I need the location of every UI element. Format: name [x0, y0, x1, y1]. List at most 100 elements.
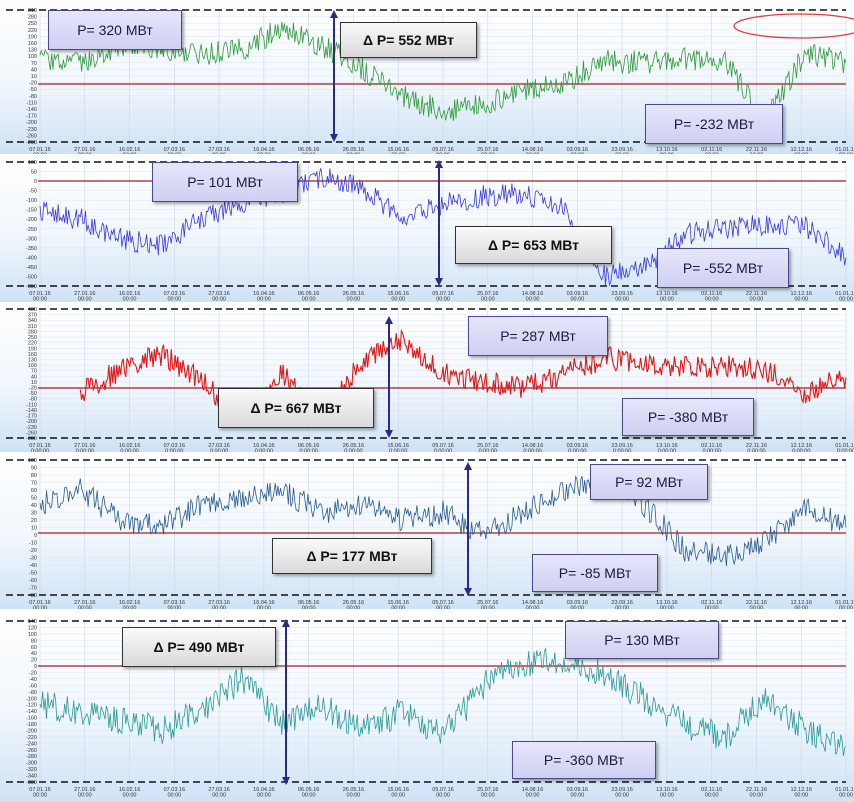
y-tick-label: -140 [26, 107, 37, 113]
y-tick-label: -20 [29, 671, 37, 677]
y-tick-label: -140 [26, 408, 37, 414]
delta-arrow-head-up [435, 160, 443, 168]
y-tick-label: 400 [28, 307, 37, 313]
y-tick-label: -60 [29, 578, 37, 584]
y-tick-label: -260 [26, 748, 37, 754]
delta-arrow-head-down [330, 134, 338, 142]
y-tick-label: 190 [28, 34, 37, 40]
series-line [39, 465, 847, 567]
y-tick-label: 130 [28, 357, 37, 363]
y-tick-label: 250 [28, 335, 37, 341]
series-line [39, 21, 847, 129]
y-tick-label: 0 [34, 664, 37, 670]
y-tick-label: -160 [26, 716, 37, 722]
y-tick-label: -80 [29, 397, 37, 403]
y-tick-label: -340 [26, 774, 37, 780]
x-tick-label: 27.03.16 0:00:00 [208, 443, 229, 452]
x-tick-label: 22.11.16 0:00:00 [746, 443, 767, 452]
y-tick-label: 220 [28, 28, 37, 34]
y-tick-label: 50 [31, 170, 37, 176]
x-tick-label: 02.11.16 0:00:00 [701, 443, 722, 452]
y-tick-label: -100 [26, 696, 37, 702]
delta-power-label: Δ P= 667 МВт [218, 388, 374, 428]
x-tick-label: 14.08.16 0:00:00 [522, 443, 543, 452]
chart-panel-2: 07.01.16 00:00 27.01.16 00:00 16.02.16 00:00 0… [0, 154, 854, 302]
y-tick-label: -200 [26, 728, 37, 734]
y-tick-label: 160 [28, 41, 37, 47]
max-power-label: P= 287 МВт [468, 316, 608, 356]
y-tick-label: 160 [28, 352, 37, 358]
chart-background [0, 452, 854, 609]
x-tick-label: 16.04.16 0:00:00 [253, 443, 274, 452]
y-tick-label: 70 [31, 61, 37, 67]
y-tick-label: 120 [28, 625, 37, 631]
min-power-label: P= -380 МВт [622, 398, 754, 436]
y-tick-label: 370 [28, 313, 37, 319]
y-tick-label: 310 [28, 324, 37, 330]
x-tick-label: 06.05.16 0:00:00 [298, 443, 319, 452]
y-tick-label: -200 [26, 419, 37, 425]
y-tick-label: 70 [31, 481, 37, 487]
y-tick-label: -230 [26, 127, 37, 133]
y-tick-label: -240 [26, 741, 37, 747]
y-tick-label: -100 [26, 198, 37, 204]
series-line [39, 647, 847, 757]
y-tick-label: 340 [28, 318, 37, 324]
y-tick-label: -180 [26, 722, 37, 728]
y-tick-label: -20 [29, 386, 37, 392]
y-tick-label: 140 [28, 619, 37, 625]
max-power-label: P= 130 МВт [565, 621, 719, 659]
y-tick-label: -450 [26, 265, 37, 271]
y-tick-label: 40 [31, 374, 37, 380]
y-tick-label: 220 [28, 341, 37, 347]
y-tick-label: -80 [29, 593, 37, 599]
min-power-label: P= -85 МВт [532, 554, 658, 592]
chart-panel-5: 07.01.16 00:00 27.01.16 00:00 16.02.16 00:00 0… [0, 609, 854, 802]
highlight-ellipse [733, 13, 854, 39]
y-tick-label: -200 [26, 217, 37, 223]
y-tick-label: -290 [26, 140, 37, 146]
y-tick-label: -400 [26, 255, 37, 261]
y-tick-label: 40 [31, 67, 37, 73]
y-tick-label: -550 [26, 284, 37, 290]
y-tick-label: 40 [31, 651, 37, 657]
y-tick-label: -50 [29, 87, 37, 93]
y-tick-label: -280 [26, 754, 37, 760]
series-line [79, 328, 847, 425]
y-tick-label: -80 [29, 94, 37, 100]
delta-arrow-head-down [385, 430, 393, 438]
x-tick-label: 23.09.16 0:00:00 [611, 443, 632, 452]
y-tick-label: -30 [29, 556, 37, 562]
x-tick-label: 03.09.16 0:00:00 [567, 443, 588, 452]
y-tick-label: 10 [31, 380, 37, 386]
x-tick-label: 01.01.1700:00 [835, 147, 854, 154]
y-tick-label: 250 [28, 21, 37, 27]
